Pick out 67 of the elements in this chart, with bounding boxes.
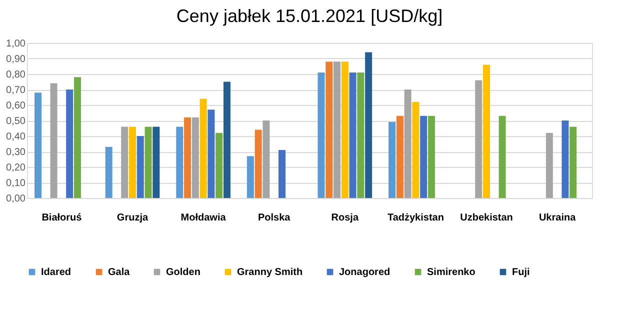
bar xyxy=(278,150,286,198)
bar xyxy=(184,117,192,198)
x-tick-label: Ukraina xyxy=(538,212,576,224)
x-tick-label: Gruzja xyxy=(116,212,148,224)
bar xyxy=(365,52,372,198)
y-tick-label: 0,80 xyxy=(6,70,26,80)
bar xyxy=(50,83,58,198)
bar xyxy=(475,80,482,198)
y-tick-label: 0,90 xyxy=(6,54,26,65)
bar xyxy=(200,98,207,198)
bar xyxy=(223,82,230,198)
bar xyxy=(128,126,136,198)
x-tick-label: Polska xyxy=(258,212,291,224)
bar xyxy=(498,116,506,198)
bar xyxy=(192,117,199,198)
legend-label: Simirenko xyxy=(427,267,476,278)
y-tick-label: 0,20 xyxy=(6,162,26,174)
bar xyxy=(74,77,81,198)
bar xyxy=(216,132,223,198)
y-tick-label: 0,60 xyxy=(6,100,26,112)
bar xyxy=(105,146,112,198)
bar xyxy=(570,126,577,198)
x-tick-label: Mołdawia xyxy=(180,212,226,224)
legend-label: Granny Smith xyxy=(237,267,303,278)
bar xyxy=(420,116,428,198)
y-tick-label: 1,00 xyxy=(6,38,26,50)
bar xyxy=(334,62,341,198)
bar xyxy=(412,102,420,198)
bar xyxy=(262,120,270,198)
bar xyxy=(144,126,152,198)
legend-label: Gala xyxy=(108,267,130,278)
bar xyxy=(357,72,364,198)
y-tick-label: 0,40 xyxy=(6,132,26,142)
x-tick-label: Białoruś xyxy=(42,212,82,224)
legend-label: Golden xyxy=(166,267,200,278)
y-tick-label: 0,50 xyxy=(6,116,26,127)
y-tick-label: 0,10 xyxy=(6,178,26,189)
x-tick-label: Rosja xyxy=(331,212,359,224)
bar xyxy=(152,126,160,198)
bar xyxy=(404,90,412,198)
bar xyxy=(121,126,128,198)
bar xyxy=(208,110,215,198)
y-tick-label: 0,00 xyxy=(6,194,26,204)
chart-title: Ceny jabłek 15.01.2021 [USD/kg] xyxy=(176,6,443,26)
y-tick-label: 0,70 xyxy=(6,85,26,96)
bar xyxy=(254,130,262,198)
bar xyxy=(483,64,490,198)
y-tick-label: 0,30 xyxy=(6,147,26,158)
legend-label: Jonagored xyxy=(339,267,390,278)
legend-label: Idared xyxy=(41,267,72,278)
x-tick-label: Uzbekistan xyxy=(460,212,513,224)
bar xyxy=(349,72,356,198)
bar xyxy=(562,120,569,198)
bar xyxy=(546,132,553,198)
bar xyxy=(136,136,144,198)
bar xyxy=(388,122,396,198)
bar xyxy=(246,156,254,198)
legend-label: Fuji xyxy=(512,267,530,278)
bar xyxy=(176,126,184,198)
bar xyxy=(428,116,435,198)
bar xyxy=(318,72,325,198)
bar xyxy=(341,62,348,198)
bar xyxy=(396,116,404,198)
x-tick-label: Tadżykistan xyxy=(387,212,444,224)
bar xyxy=(34,92,42,198)
bar xyxy=(66,90,74,198)
bar xyxy=(326,62,333,198)
